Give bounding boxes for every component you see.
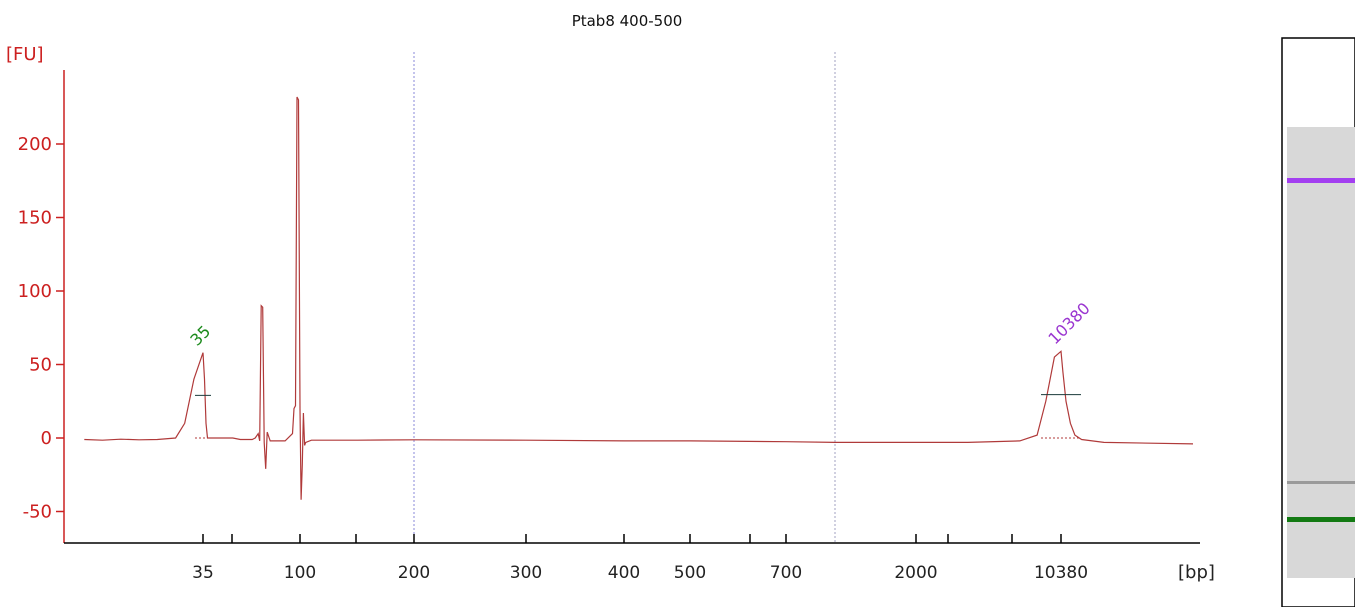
y-tick-label: 50 [29, 355, 52, 376]
region-markers [413, 52, 836, 543]
y-axis: -50 0 50 100 150 200 [18, 70, 65, 543]
trace-group [84, 96, 1194, 500]
x-tick-label: 400 [608, 563, 640, 583]
x-tick-label: 10380 [1034, 563, 1088, 583]
gel-lower-marker-band [1287, 517, 1355, 522]
y-tick-label: 150 [18, 208, 52, 229]
peak-label: 35 [186, 322, 214, 350]
x-axis: 35 100 200 300 400 500 700 2000 10380 [64, 534, 1200, 583]
y-tick-label: 100 [18, 281, 52, 302]
chart-title: Ptab8 400-500 [572, 12, 683, 30]
gel-upper-marker-band [1287, 178, 1355, 183]
y-tick-label: -50 [23, 502, 52, 523]
gel-sample-band [1287, 481, 1355, 484]
x-tick-label: 500 [674, 563, 706, 583]
x-tick-label: 300 [510, 563, 542, 583]
y-tick-label: 200 [18, 134, 52, 155]
x-axis-unit-label: [bp] [1178, 562, 1215, 583]
x-tick-label: 200 [398, 563, 430, 583]
x-tick-label: 100 [284, 563, 316, 583]
x-tick-label: 700 [770, 563, 802, 583]
x-tick-label: 2000 [894, 563, 937, 583]
x-tick-label: 35 [192, 563, 214, 583]
peak-label: 10380 [1044, 299, 1093, 348]
y-axis-unit-label: [FU] [6, 44, 44, 65]
gel-lane-background [1287, 127, 1355, 578]
y-tick-label: 0 [41, 428, 52, 449]
trace-line [84, 96, 1194, 500]
peak-annotations: 35 10380 [186, 299, 1094, 439]
gel-lane [1281, 37, 1355, 607]
